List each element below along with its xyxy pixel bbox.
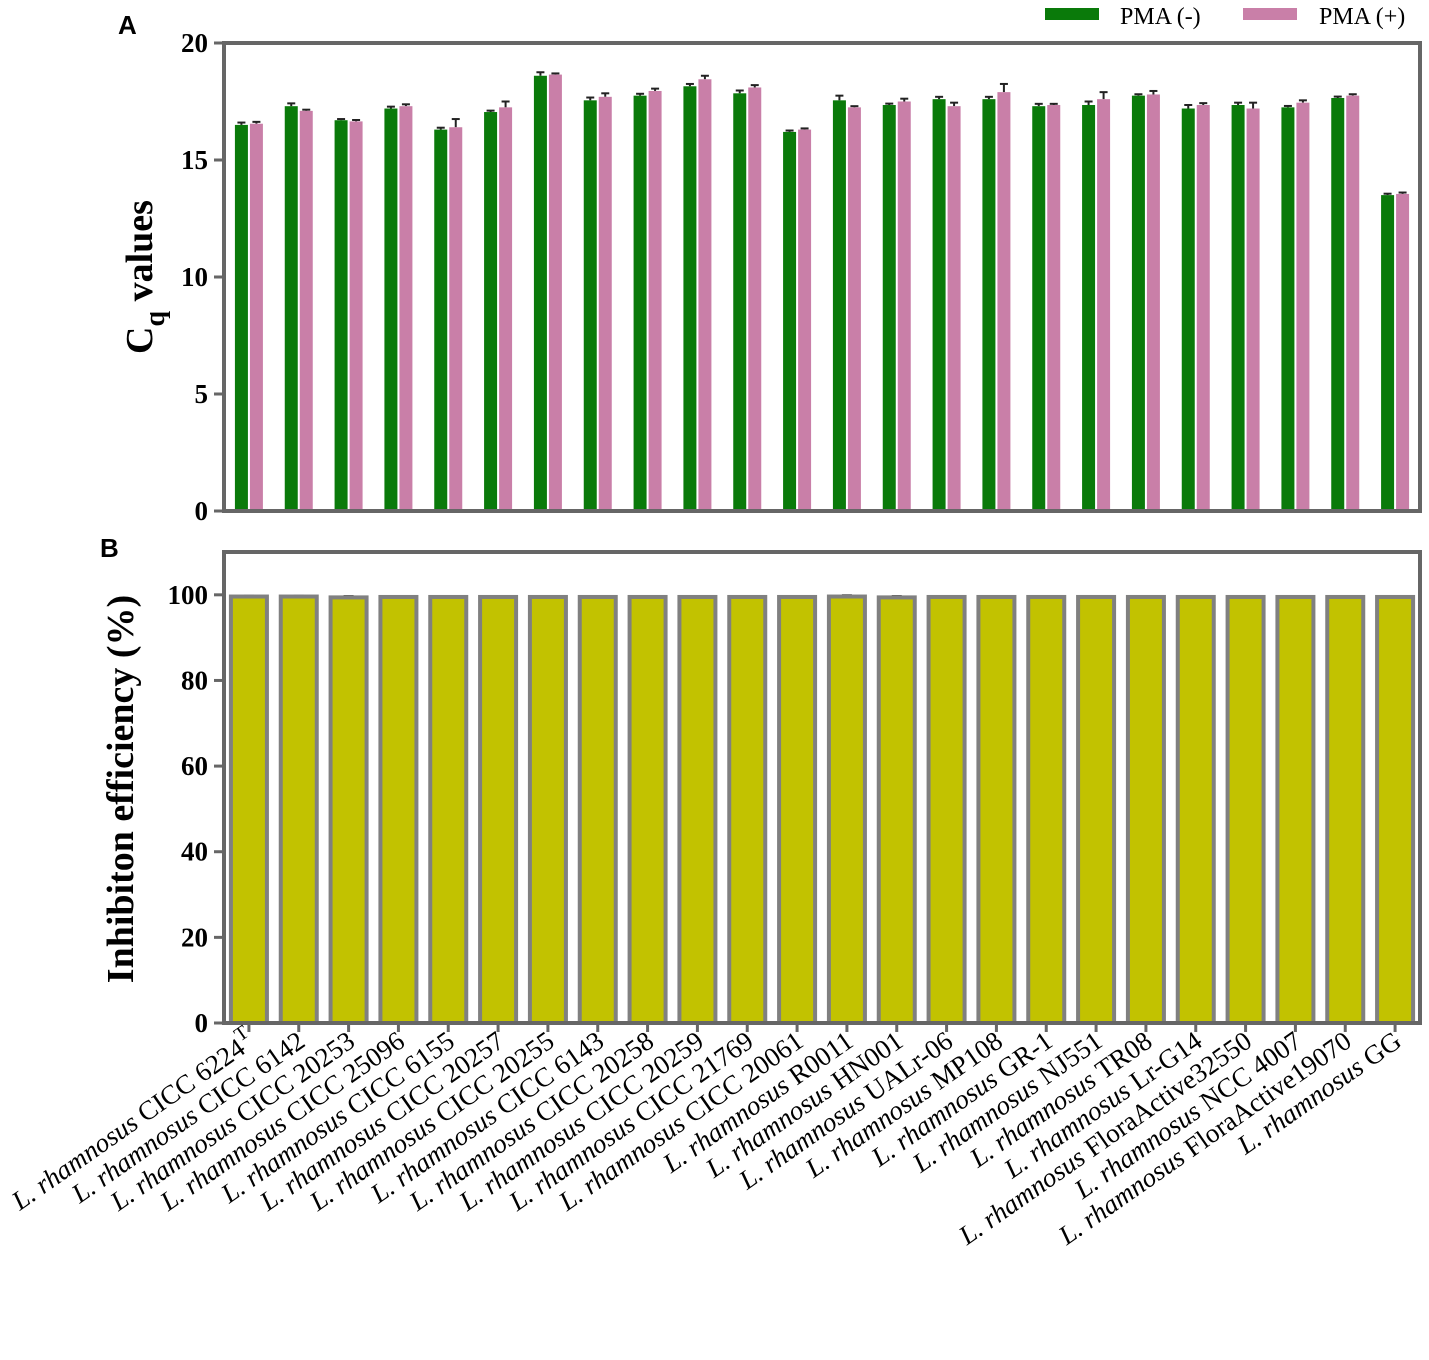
panel-b-frame bbox=[222, 550, 1422, 1025]
panel-a-bar bbox=[384, 108, 398, 512]
panel-b-bar bbox=[826, 594, 867, 1025]
panel-a-bar bbox=[1296, 102, 1310, 512]
panel-b-ytick-label: 60 bbox=[181, 751, 208, 781]
panel-b-ytick-label: 100 bbox=[168, 580, 209, 610]
panel-a-bar bbox=[583, 100, 597, 511]
panel-a-bar bbox=[1032, 106, 1046, 512]
legend-label: PMA (+) bbox=[1319, 4, 1405, 30]
panel-a-bar bbox=[533, 75, 547, 511]
panel-a-bar bbox=[648, 90, 662, 511]
panel-b-ytick-label: 80 bbox=[181, 665, 208, 695]
panel-letter-a: A bbox=[118, 10, 137, 40]
panel-a-bar bbox=[299, 110, 313, 512]
panel-a-bar bbox=[1246, 108, 1260, 512]
panel-a-bar bbox=[698, 79, 712, 512]
panel-b-bar bbox=[328, 595, 369, 1025]
panel-a-bar bbox=[1346, 95, 1360, 512]
panel-b-ytick-label: 0 bbox=[195, 1008, 209, 1038]
panel-b-bar bbox=[1076, 594, 1117, 1026]
panel-b-bar bbox=[1325, 594, 1366, 1026]
panel-b-ytick-label: 40 bbox=[181, 837, 208, 867]
panel-a-ytick-label: 10 bbox=[181, 262, 208, 292]
panel-a-bar bbox=[1082, 105, 1096, 511]
panel-letter-b: B bbox=[100, 533, 119, 563]
panel-b-bar bbox=[428, 594, 469, 1026]
panel-a-bar bbox=[733, 93, 747, 511]
panel-a-bar bbox=[847, 107, 861, 511]
panel-b-bar bbox=[1375, 594, 1416, 1026]
panel-a-bar bbox=[449, 127, 463, 512]
panel-a-bar bbox=[349, 121, 363, 511]
panel-a-bar bbox=[1047, 105, 1061, 511]
legend-label: PMA (-) bbox=[1120, 4, 1201, 30]
panel-a-bar bbox=[334, 120, 348, 511]
panel-a-bar bbox=[1131, 95, 1145, 512]
panel-a-bar bbox=[1146, 94, 1160, 511]
panel-a-bar bbox=[1381, 195, 1395, 511]
panel-a-bar bbox=[897, 101, 911, 511]
panel-a-bar bbox=[499, 107, 513, 511]
panel-a-bar bbox=[997, 92, 1011, 511]
panel-b-bar bbox=[876, 595, 917, 1025]
panel-b-bar bbox=[1175, 594, 1216, 1026]
panel-a-bar bbox=[484, 112, 498, 511]
panel-a-bar bbox=[748, 87, 762, 512]
panel-b-bar bbox=[1275, 594, 1316, 1026]
panel-a-bar bbox=[1396, 193, 1410, 511]
panel-a-bar bbox=[932, 99, 946, 511]
panel-a-bar bbox=[598, 96, 612, 511]
panel-a-bar bbox=[249, 123, 263, 511]
panel-a-ytick-label: 5 bbox=[195, 379, 209, 409]
panel-a-bar bbox=[434, 129, 448, 511]
panel-a-ylabel: Cq values bbox=[119, 200, 171, 354]
panel-a-bar bbox=[783, 131, 797, 512]
panel-a-bar bbox=[1097, 99, 1111, 511]
panel-a-ytick-label: 0 bbox=[195, 496, 209, 526]
panel-a-bar bbox=[832, 100, 846, 511]
panel-b-bar bbox=[1026, 594, 1067, 1026]
panel-a-bar bbox=[399, 106, 413, 512]
panel-a-ytick-label: 15 bbox=[181, 145, 208, 175]
panel-b-bar bbox=[478, 594, 519, 1026]
panel-a-ytick-label: 20 bbox=[181, 28, 208, 58]
panel-a-bar bbox=[1231, 105, 1245, 511]
panel-b-bar bbox=[228, 594, 269, 1025]
panel-a-bar bbox=[234, 124, 248, 512]
panel-b-bar bbox=[1125, 594, 1166, 1026]
panel-b-bar bbox=[627, 594, 668, 1026]
panel-b-bar bbox=[1225, 594, 1266, 1026]
panel-b-bar bbox=[278, 594, 319, 1025]
panel-b-ylabel: Inhibiton efficiency (%) bbox=[100, 595, 142, 983]
panel-a-bar bbox=[1331, 97, 1345, 512]
panel-a-bar bbox=[683, 86, 697, 511]
panel-b-bar bbox=[677, 594, 718, 1026]
panel-b-ytick-label: 20 bbox=[181, 922, 208, 952]
panel-a-bar bbox=[548, 74, 562, 511]
panel-a-bar bbox=[1196, 105, 1210, 511]
panel-a-frame bbox=[222, 41, 1422, 513]
panel-a-bar bbox=[633, 95, 647, 512]
panel-b-bar bbox=[577, 594, 618, 1026]
panel-a-bar bbox=[284, 106, 298, 512]
legend-swatch bbox=[1045, 8, 1099, 20]
panel-a-bar bbox=[882, 105, 896, 511]
panel-b-bar bbox=[378, 594, 419, 1026]
panel-a-bar bbox=[1181, 108, 1195, 512]
panel-a-bar bbox=[798, 129, 812, 511]
panel-a-bar bbox=[947, 106, 961, 512]
panel-a-bar bbox=[1281, 107, 1295, 511]
panel-a-bar bbox=[982, 99, 996, 511]
panel-b-bar bbox=[727, 594, 768, 1026]
panel-b-bar bbox=[777, 594, 818, 1026]
panel-b-bar bbox=[976, 594, 1017, 1026]
legend-swatch bbox=[1243, 8, 1297, 20]
panel-b-bar bbox=[527, 594, 568, 1026]
panel-b-bar bbox=[926, 594, 967, 1026]
